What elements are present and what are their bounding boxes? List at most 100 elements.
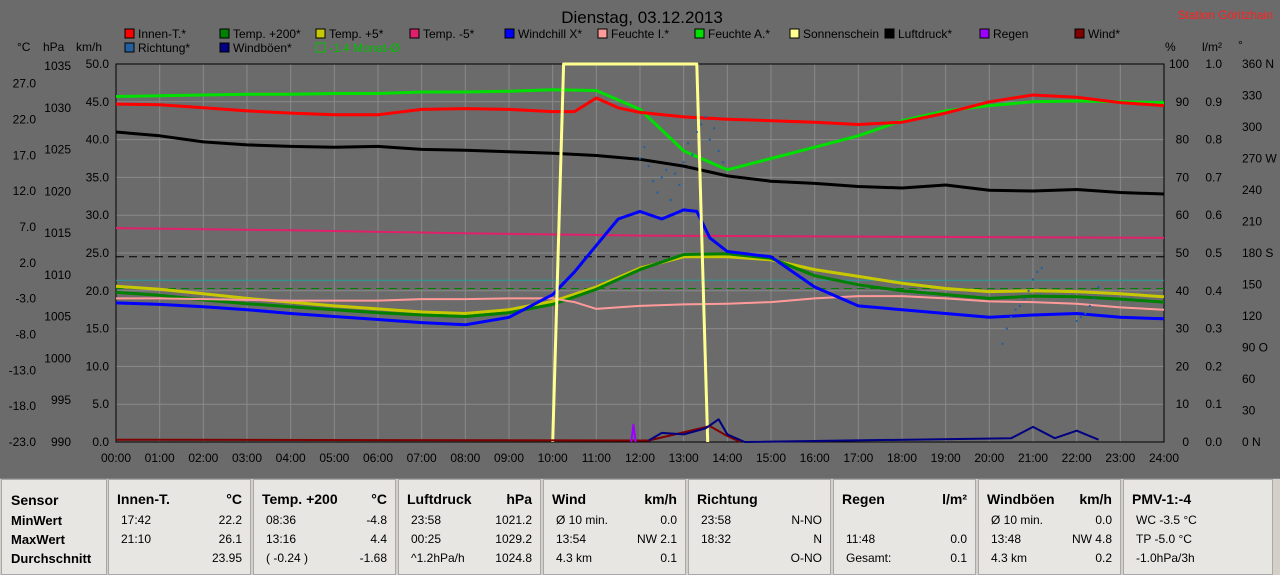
y-tick-kmh: 35.0 bbox=[86, 170, 110, 184]
cell-right: -1.68 bbox=[359, 551, 387, 565]
y-tick-degree: 60 bbox=[1242, 372, 1256, 386]
y-tick-hpa: 1020 bbox=[44, 184, 71, 198]
cell-right: 22.2 bbox=[218, 513, 242, 527]
legend-swatch bbox=[315, 42, 326, 53]
y-tick-lm2: 0.6 bbox=[1205, 208, 1222, 222]
direction-point bbox=[673, 172, 676, 175]
legend-swatch bbox=[789, 28, 800, 39]
x-tick-label: 19:00 bbox=[931, 451, 961, 465]
y-tick-celsius: -8.0 bbox=[15, 328, 36, 342]
legend-label: Regen bbox=[993, 27, 1028, 41]
y-tick-hpa: 1015 bbox=[44, 226, 71, 240]
direction-point bbox=[704, 115, 707, 118]
y-tick-lm2: 1.0 bbox=[1205, 57, 1222, 71]
cell-right: 0.0 bbox=[1095, 513, 1112, 527]
y-tick-degree: 330 bbox=[1242, 89, 1262, 103]
table-column: Temp. +200 °C 08:36 -4.8 13:16 4.4 ( -0.24 ) -1… bbox=[253, 479, 396, 575]
column-header: Luftdruck bbox=[407, 491, 472, 507]
legend-label: Feuchte A.* bbox=[708, 27, 770, 41]
series-line bbox=[115, 88, 1165, 172]
direction-point bbox=[1036, 270, 1039, 273]
legend-swatch bbox=[219, 28, 230, 39]
cell-right: 1024.8 bbox=[495, 551, 532, 565]
direction-point bbox=[713, 127, 716, 130]
direction-point bbox=[1018, 304, 1021, 307]
unit-percent: % bbox=[1165, 40, 1176, 54]
cell-left: ( -0.24 ) bbox=[266, 551, 309, 565]
x-tick-label: 05:00 bbox=[319, 451, 349, 465]
row-label-sensor: Sensor bbox=[11, 492, 59, 508]
column-header: PMV-1:-4 bbox=[1132, 491, 1192, 507]
cell-right: 0.2 bbox=[1095, 551, 1112, 565]
series-line bbox=[115, 227, 1165, 239]
y-tick-lm2: 0.5 bbox=[1205, 246, 1222, 260]
y-tick-degree: 30 bbox=[1242, 404, 1256, 418]
y-tick-percent: 40 bbox=[1176, 284, 1190, 298]
direction-point bbox=[639, 157, 641, 160]
y-tick-celsius: 7.0 bbox=[19, 220, 36, 234]
x-tick-label: 13:00 bbox=[669, 451, 699, 465]
direction-point bbox=[1001, 342, 1004, 345]
y-tick-degree: 120 bbox=[1242, 309, 1262, 323]
legend-swatch bbox=[315, 28, 326, 39]
direction-point bbox=[647, 165, 650, 168]
y-tick-lm2: 0.7 bbox=[1205, 170, 1222, 184]
direction-point bbox=[721, 161, 724, 164]
direction-point bbox=[1010, 316, 1013, 319]
row-label-min: MinWert bbox=[11, 513, 63, 528]
cell-left: 13:48 bbox=[991, 532, 1022, 546]
y-tick-lm2: 0.4 bbox=[1205, 284, 1222, 298]
plot-area: 00:00 01:00 02:00 03:00 04:00 05:00 06:00 07:00… bbox=[9, 57, 1278, 465]
x-tick-label: 20:00 bbox=[974, 451, 1004, 465]
column-header: Wind bbox=[552, 491, 587, 507]
cell-left: TP -5.0 °C bbox=[1136, 532, 1192, 546]
cell-left: 11:48 bbox=[846, 532, 876, 546]
table-column: Innen-T. °C 17:42 22.2 21:10 26.1 23.95 bbox=[108, 479, 251, 575]
legend-label: Windchill X* bbox=[518, 27, 582, 41]
cell-left: -1.0hPa/3h bbox=[1136, 551, 1195, 565]
cell-left: 00:25 bbox=[411, 532, 442, 546]
x-tick-label: 07:00 bbox=[407, 451, 437, 465]
y-tick-percent: 10 bbox=[1176, 397, 1190, 411]
legend-swatch bbox=[124, 28, 135, 39]
unit-kmh: km/h bbox=[76, 40, 102, 54]
column-unit: l/m² bbox=[942, 491, 967, 507]
legend-label: -1.4 Monat-Ø bbox=[329, 41, 400, 55]
direction-point bbox=[1005, 327, 1008, 330]
column-unit: °C bbox=[371, 491, 387, 507]
cell-left: 23:58 bbox=[701, 513, 732, 527]
direction-point bbox=[665, 168, 668, 171]
unit-hpa: hPa bbox=[43, 40, 65, 54]
cell-right: -4.8 bbox=[366, 513, 387, 527]
column-unit: hPa bbox=[506, 491, 532, 507]
direction-point bbox=[691, 153, 694, 156]
cell-right: 23.95 bbox=[211, 551, 242, 565]
cell-left: 17:42 bbox=[121, 513, 152, 527]
direction-point bbox=[700, 123, 703, 126]
x-tick-label: 17:00 bbox=[843, 451, 873, 465]
direction-point bbox=[687, 142, 690, 145]
y-tick-kmh: 0.0 bbox=[92, 435, 109, 449]
x-tick-label: 14:00 bbox=[712, 451, 742, 465]
unit-lm2: l/m² bbox=[1202, 40, 1222, 54]
column-unit: °C bbox=[226, 491, 242, 507]
y-tick-hpa: 1010 bbox=[44, 268, 71, 282]
legend-label: Feuchte I.* bbox=[611, 27, 669, 41]
cell-right: 26.1 bbox=[218, 532, 242, 546]
cell-right: 0.0 bbox=[950, 532, 967, 546]
cell-left: 4.3 km bbox=[991, 551, 1028, 565]
y-tick-degree: 360 N bbox=[1242, 57, 1274, 71]
y-tick-kmh: 50.0 bbox=[86, 57, 110, 71]
direction-point bbox=[652, 180, 655, 183]
y-tick-hpa: 1000 bbox=[44, 351, 71, 365]
y-tick-hpa: 990 bbox=[51, 435, 71, 449]
cell-right: 1021.2 bbox=[495, 513, 532, 527]
table-labels-column: Sensor MinWert MaxWert Durchschnitt bbox=[1, 479, 107, 575]
x-tick-label: 02:00 bbox=[188, 451, 218, 465]
y-tick-kmh: 5.0 bbox=[92, 397, 109, 411]
y-tick-lm2: 0.9 bbox=[1205, 95, 1222, 109]
y-tick-lm2: 0.3 bbox=[1205, 322, 1222, 336]
y-tick-celsius: 2.0 bbox=[19, 256, 36, 270]
direction-point bbox=[656, 191, 659, 194]
table-column: Regen l/m² 11:48 0.0 Gesamt: 0.1 bbox=[833, 479, 976, 575]
